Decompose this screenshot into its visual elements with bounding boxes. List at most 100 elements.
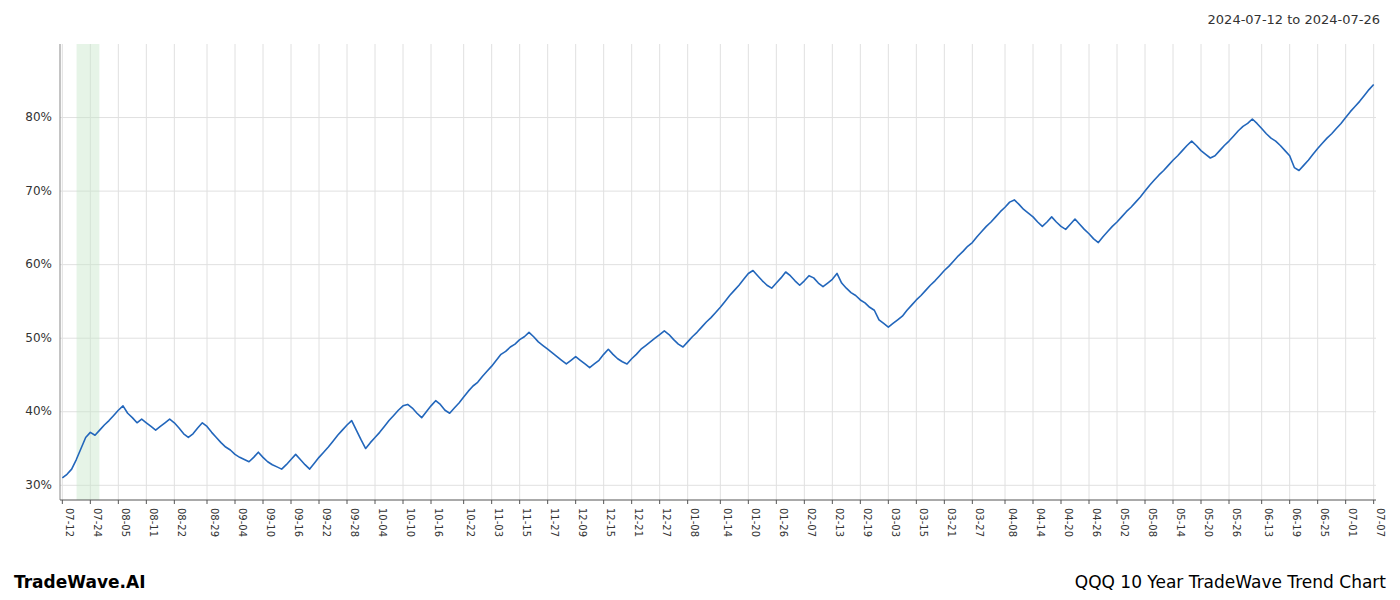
x-tick-label: 11-03 [493,508,504,537]
trend-line [62,84,1373,477]
x-grid-line [748,44,749,500]
x-grid-line [174,44,175,500]
x-grid-line [319,44,320,500]
x-grid-line [631,44,632,500]
x-tick [804,500,805,504]
x-tick-label: 08-22 [176,508,187,537]
x-tick-label: 12-15 [605,508,616,537]
x-tick [1345,500,1346,504]
x-grid-line [575,44,576,500]
x-tick [491,500,492,504]
x-tick [463,500,464,504]
x-tick [832,500,833,504]
x-tick-label: 10-22 [465,508,476,537]
x-grid-line [659,44,660,500]
x-grid-line [62,44,63,500]
x-tick [90,500,91,504]
x-grid-line [463,44,464,500]
x-grid-line [720,44,721,500]
x-grid-line [519,44,520,500]
x-tick-label: 02-07 [806,508,817,537]
chart-name-text: QQQ 10 Year TradeWave Trend Chart [1075,572,1387,592]
x-grid-line [860,44,861,500]
x-tick [575,500,576,504]
x-tick [263,500,264,504]
x-tick [944,500,945,504]
x-tick [1229,500,1230,504]
x-tick-label: 07-01 [1347,508,1358,537]
x-grid-line [146,44,147,500]
x-grid-line [1089,44,1090,500]
x-grid-line [291,44,292,500]
x-grid-line [263,44,264,500]
y-grid-line [60,411,1376,412]
x-tick-label: 01-20 [750,508,761,537]
chart: 30%40%50%60%70%80%07-1207-2408-0508-1108… [0,0,1400,600]
x-tick [403,500,404,504]
y-tick-label: 50% [25,331,52,345]
x-tick-label: 11-15 [521,508,532,537]
x-grid-line [403,44,404,500]
x-tick-label: 03-27 [974,508,985,537]
x-tick [916,500,917,504]
x-tick [860,500,861,504]
x-tick-label: 09-04 [237,508,248,537]
y-tick-label: 30% [25,478,52,492]
x-tick-label: 05-02 [1119,508,1130,537]
x-grid-line [1345,44,1346,500]
x-tick-label: 10-04 [377,508,388,537]
y-grid-line [60,485,1376,486]
x-tick [207,500,208,504]
x-tick-label: 09-10 [265,508,276,537]
x-tick [1201,500,1202,504]
x-tick-label: 11-27 [549,508,560,537]
x-tick [291,500,292,504]
x-grid-line [1317,44,1318,500]
brand-text: TradeWave.AI [14,572,145,592]
x-grid-line [1033,44,1034,500]
y-grid-line [60,191,1376,192]
x-grid-line [491,44,492,500]
axes: 30%40%50%60%70%80%07-1207-2408-0508-1108… [25,44,1386,537]
x-tick-label: 01-14 [722,508,733,537]
x-grid-line [1061,44,1062,500]
x-tick [1261,500,1262,504]
x-tick [347,500,348,504]
x-tick-label: 05-26 [1231,508,1242,537]
x-tick [631,500,632,504]
x-tick [1373,500,1374,504]
x-tick [235,500,236,504]
x-grid-line [888,44,889,500]
x-tick [1005,500,1006,504]
grid [60,44,1376,500]
x-grid-line [118,44,119,500]
x-grid-line [916,44,917,500]
y-grid-line [60,338,1376,339]
x-tick [888,500,889,504]
y-tick-label: 70% [25,184,52,198]
x-grid-line [547,44,548,500]
x-grid-line [972,44,973,500]
highlight-region [77,44,100,500]
x-tick-label: 06-13 [1263,508,1274,537]
x-tick-label: 01-26 [778,508,789,537]
x-grid-line [375,44,376,500]
x-tick [1173,500,1174,504]
x-tick-label: 08-29 [209,508,220,537]
x-tick [1317,500,1318,504]
y-tick-label: 80% [25,110,52,124]
x-grid-line [1173,44,1174,500]
x-tick-label: 03-03 [890,508,901,537]
x-tick-label: 04-08 [1007,508,1018,537]
x-tick-label: 05-20 [1203,508,1214,537]
x-tick [748,500,749,504]
x-grid-line [1005,44,1006,500]
x-tick-label: 04-20 [1063,508,1074,537]
x-tick [659,500,660,504]
x-tick [1061,500,1062,504]
x-tick-label: 06-25 [1319,508,1330,537]
x-grid-line [804,44,805,500]
x-tick-label: 05-14 [1175,508,1186,537]
y-axis-line [60,44,61,500]
x-tick [1145,500,1146,504]
